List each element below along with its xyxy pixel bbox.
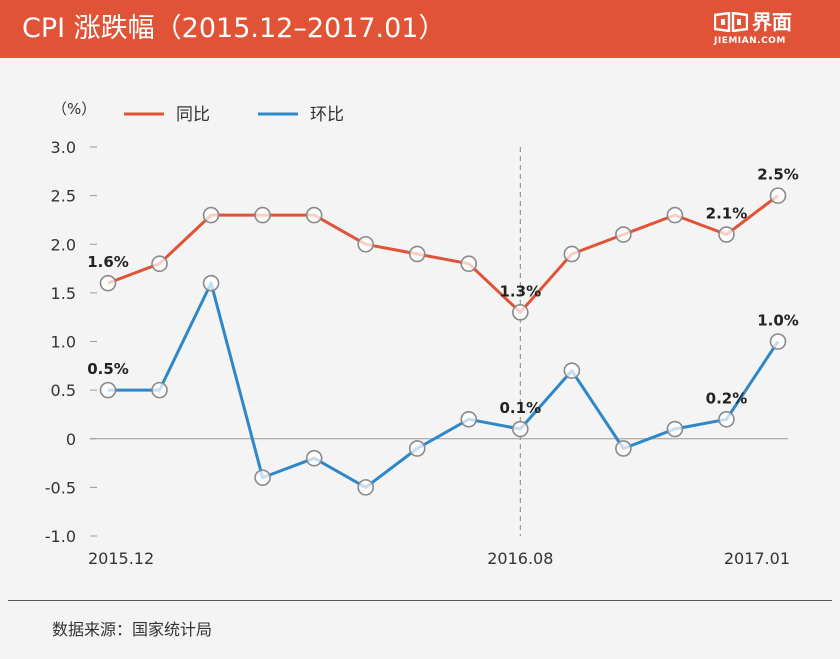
chart-title: CPI 涨跌幅（2015.12–2017.01） [22, 13, 446, 44]
data-label: 1.6% [87, 253, 129, 271]
data-point-0 [615, 226, 632, 243]
data-point-0 [718, 226, 735, 243]
data-point-1 [254, 469, 271, 486]
y-tick-label: -1.0 [45, 527, 76, 546]
legend-label-0: 同比 [176, 105, 210, 125]
cpi-line-chart: （%） 3.0 2.5 2.0 1.5 1.0 0.5 0 -0.5 -1.0 2015.12 201… [45, 100, 799, 568]
brand-logo-icon [714, 12, 748, 32]
brand-name: 界面 [752, 10, 792, 34]
brand-domain: JIEMIAN.COM [714, 36, 786, 46]
data-point-1 [305, 449, 323, 467]
data-point-1 [99, 381, 117, 399]
axis-layer: （%） 3.0 2.5 2.0 1.5 1.0 0.5 0 -0.5 -1.0 2015.12 201… [45, 100, 790, 568]
data-point-0 [305, 206, 323, 224]
data-label: 0.5% [87, 360, 129, 378]
y-tick-label: -0.5 [45, 478, 76, 497]
data-point-1 [615, 440, 632, 457]
y-tick-label: 3.0 [51, 138, 76, 157]
y-tick-label: 2.0 [51, 235, 76, 254]
data-label: 1.3% [500, 282, 542, 300]
data-point-1 [151, 381, 168, 399]
footer-divider [8, 600, 832, 601]
data-point-0 [666, 206, 684, 224]
data-point-1 [666, 420, 684, 438]
data-point-0 [254, 206, 271, 224]
data-point-1 [202, 274, 220, 292]
data-label: 2.5% [757, 166, 799, 184]
x-tick-label: 2016.08 [487, 549, 553, 568]
data-label-layer: 1.6% 1.3% 2.1% 2.5% 0.5% 0.1% 0.2% 1.0% [87, 166, 799, 417]
y-tick-label: 1.0 [51, 333, 76, 352]
data-point-1 [460, 410, 478, 428]
series-line-0 [107, 194, 779, 314]
series-layer [99, 187, 787, 496]
data-point-1 [512, 420, 529, 438]
y-axis-unit-label: （%） [52, 100, 96, 118]
y-tick-label: 0 [66, 430, 76, 449]
x-tick-label: 2015.12 [88, 549, 154, 568]
y-tick-label: 0.5 [51, 381, 76, 400]
x-tick-label: 2017.01 [724, 549, 790, 568]
data-point-0 [202, 206, 220, 224]
data-point-0 [357, 235, 374, 253]
data-point-0 [151, 255, 168, 273]
data-source: 数据来源：国家统计局 [52, 620, 213, 639]
data-label: 1.0% [757, 312, 799, 330]
chart-header: CPI 涨跌幅（2015.12–2017.01） 界面 JIEMIAN.COM [0, 0, 840, 58]
data-point-0 [99, 274, 117, 292]
data-point-0 [460, 255, 478, 273]
data-point-0 [408, 245, 426, 263]
data-point-0 [563, 245, 581, 263]
data-point-1 [408, 440, 426, 457]
data-point-0 [512, 304, 529, 321]
data-label: 0.2% [706, 389, 748, 407]
data-point-1 [718, 410, 735, 428]
series-line-1 [108, 281, 780, 489]
data-point-1 [769, 333, 787, 350]
y-tick-label: 1.5 [51, 284, 76, 303]
y-tick-label: 2.5 [51, 187, 76, 206]
data-point-1 [357, 479, 374, 496]
data-point-0 [769, 187, 787, 204]
legend: 同比 环比 [124, 105, 344, 125]
legend-label-1: 环比 [310, 105, 344, 125]
data-label: 0.1% [500, 399, 542, 417]
brand: 界面 JIEMIAN.COM [714, 10, 804, 50]
data-point-1 [563, 362, 581, 379]
data-label: 2.1% [706, 205, 748, 223]
